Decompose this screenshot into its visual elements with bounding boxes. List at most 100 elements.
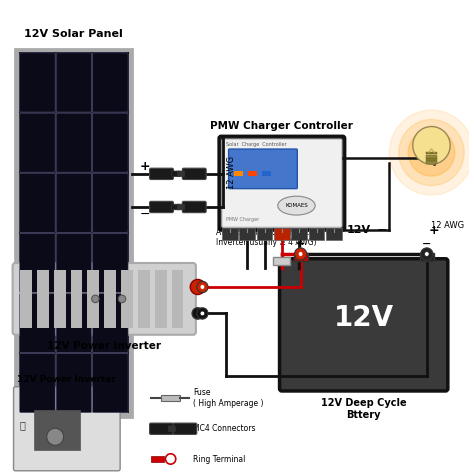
- Text: 12V: 12V: [334, 304, 394, 332]
- FancyBboxPatch shape: [16, 48, 132, 417]
- Bar: [262, 171, 271, 176]
- Text: PMW Charger: PMW Charger: [226, 218, 259, 222]
- Text: ⏻: ⏻: [19, 420, 25, 430]
- Bar: [420, 253, 434, 261]
- Text: Fuse
( High Amperage ): Fuse ( High Amperage ): [193, 389, 264, 408]
- FancyBboxPatch shape: [19, 294, 55, 352]
- Bar: [274, 228, 290, 240]
- Bar: [19, 52, 128, 413]
- Circle shape: [91, 295, 99, 303]
- Text: −: −: [377, 224, 388, 237]
- Bar: [54, 270, 65, 328]
- FancyBboxPatch shape: [19, 113, 55, 172]
- FancyBboxPatch shape: [178, 171, 185, 177]
- Circle shape: [294, 248, 307, 260]
- Bar: [71, 270, 82, 328]
- Bar: [34, 410, 81, 450]
- Circle shape: [200, 285, 205, 289]
- Text: AWG depends on the size of the
Inverter(usually ≥ 4 AWG): AWG depends on the size of the Inverter(…: [217, 228, 339, 247]
- FancyBboxPatch shape: [150, 201, 173, 213]
- Text: 12V Solar Panel: 12V Solar Panel: [25, 29, 123, 39]
- FancyBboxPatch shape: [182, 201, 206, 213]
- Text: −: −: [139, 208, 150, 221]
- Circle shape: [118, 295, 126, 303]
- Circle shape: [192, 308, 203, 319]
- Bar: [234, 171, 243, 176]
- Text: MC4 Connectors: MC4 Connectors: [193, 424, 255, 433]
- Bar: [292, 228, 307, 240]
- FancyBboxPatch shape: [172, 171, 180, 177]
- Bar: [121, 270, 133, 328]
- Bar: [426, 152, 437, 154]
- FancyBboxPatch shape: [92, 233, 128, 293]
- FancyBboxPatch shape: [92, 53, 128, 112]
- Bar: [239, 228, 255, 240]
- Text: KOMAES: KOMAES: [285, 203, 308, 208]
- FancyBboxPatch shape: [168, 426, 175, 432]
- FancyBboxPatch shape: [172, 426, 180, 432]
- Bar: [426, 155, 437, 158]
- FancyBboxPatch shape: [92, 173, 128, 232]
- Circle shape: [197, 308, 208, 319]
- Bar: [248, 171, 256, 176]
- Bar: [104, 270, 116, 328]
- Bar: [20, 270, 32, 328]
- FancyBboxPatch shape: [219, 136, 345, 230]
- FancyBboxPatch shape: [228, 149, 297, 189]
- Bar: [309, 228, 324, 240]
- FancyBboxPatch shape: [56, 294, 91, 352]
- FancyBboxPatch shape: [222, 139, 342, 227]
- Text: +: +: [428, 224, 439, 237]
- FancyBboxPatch shape: [13, 263, 196, 335]
- Circle shape: [390, 110, 474, 195]
- Bar: [155, 270, 166, 328]
- FancyBboxPatch shape: [280, 259, 448, 391]
- Bar: [172, 270, 183, 328]
- Text: −: −: [422, 239, 431, 249]
- Bar: [426, 152, 437, 164]
- FancyBboxPatch shape: [19, 353, 55, 413]
- Bar: [87, 270, 99, 328]
- Circle shape: [47, 428, 64, 445]
- Bar: [222, 228, 237, 240]
- Text: +: +: [296, 239, 305, 249]
- FancyBboxPatch shape: [182, 168, 206, 180]
- Circle shape: [421, 248, 433, 260]
- Text: 12 AWG: 12 AWG: [227, 156, 236, 189]
- FancyBboxPatch shape: [92, 294, 128, 352]
- Bar: [257, 228, 272, 240]
- Text: Ring Terminal: Ring Terminal: [193, 455, 246, 464]
- Bar: [426, 162, 437, 164]
- Bar: [426, 158, 437, 161]
- FancyBboxPatch shape: [172, 204, 180, 210]
- Text: 12V: 12V: [347, 226, 371, 236]
- Circle shape: [413, 126, 450, 164]
- FancyBboxPatch shape: [178, 204, 185, 210]
- Circle shape: [424, 252, 429, 256]
- FancyBboxPatch shape: [56, 233, 91, 293]
- FancyBboxPatch shape: [56, 113, 91, 172]
- Circle shape: [200, 311, 205, 316]
- Bar: [326, 228, 342, 240]
- Text: 12V Power Inverter: 12V Power Inverter: [18, 375, 116, 384]
- Bar: [161, 395, 180, 401]
- Text: 12 AWG: 12 AWG: [431, 221, 465, 230]
- FancyBboxPatch shape: [14, 387, 120, 471]
- FancyBboxPatch shape: [19, 233, 55, 293]
- Bar: [138, 270, 150, 328]
- FancyBboxPatch shape: [56, 53, 91, 112]
- FancyBboxPatch shape: [19, 53, 55, 112]
- Circle shape: [197, 281, 208, 293]
- FancyBboxPatch shape: [56, 173, 91, 232]
- Circle shape: [399, 119, 464, 186]
- Text: Solar  Charge  Controller: Solar Charge Controller: [226, 142, 286, 147]
- FancyBboxPatch shape: [92, 113, 128, 172]
- Text: 12V Power Inverter: 12V Power Inverter: [47, 342, 161, 352]
- Text: +: +: [139, 160, 150, 173]
- Bar: [273, 257, 290, 265]
- FancyBboxPatch shape: [150, 168, 173, 180]
- Text: 12V Deep Cycle
Bttery: 12V Deep Cycle Bttery: [321, 398, 407, 420]
- FancyBboxPatch shape: [92, 353, 128, 413]
- Circle shape: [165, 454, 176, 464]
- Circle shape: [298, 252, 303, 256]
